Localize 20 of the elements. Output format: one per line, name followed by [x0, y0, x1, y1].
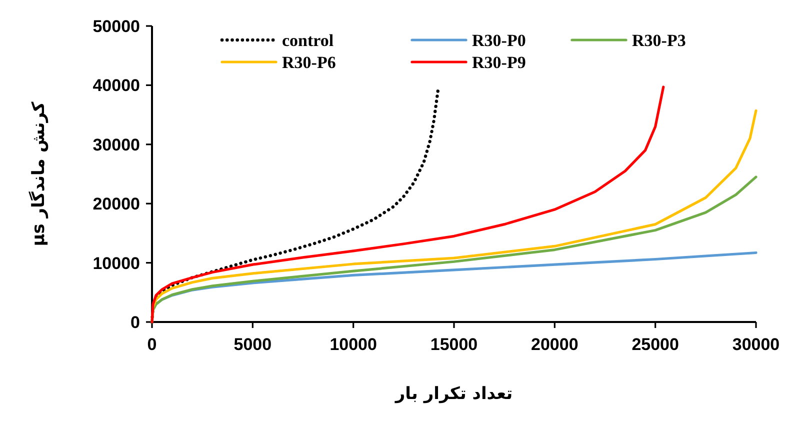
x-tick-label: 10000	[330, 335, 377, 354]
y-tick-label: 10000	[92, 254, 140, 273]
legend-label: control	[282, 31, 334, 50]
x-tick-label: 20000	[531, 335, 578, 354]
legend-label: R30-P9	[472, 53, 526, 72]
y-tick-label: 50000	[92, 17, 140, 36]
y-tick-label: 30000	[92, 135, 140, 154]
x-axis-title: تعداد تکرار بار	[394, 384, 513, 404]
y-tick-label: 20000	[92, 194, 140, 214]
x-tick-label: 15000	[430, 335, 478, 354]
legend-label: R30-P3	[632, 31, 686, 50]
y-axis-title: کرنش ماندگار µs	[28, 102, 49, 246]
y-tick-label: 40000	[92, 76, 140, 96]
y-tick-label: 0	[130, 313, 140, 332]
legend-label: R30-P6	[282, 53, 336, 72]
x-tick-label: 25000	[632, 335, 679, 354]
x-tick-label: 30000	[732, 335, 780, 354]
x-tick-label: 0	[147, 335, 157, 354]
legend-label: R30-P0	[472, 31, 526, 50]
x-tick-label: 5000	[234, 335, 272, 354]
